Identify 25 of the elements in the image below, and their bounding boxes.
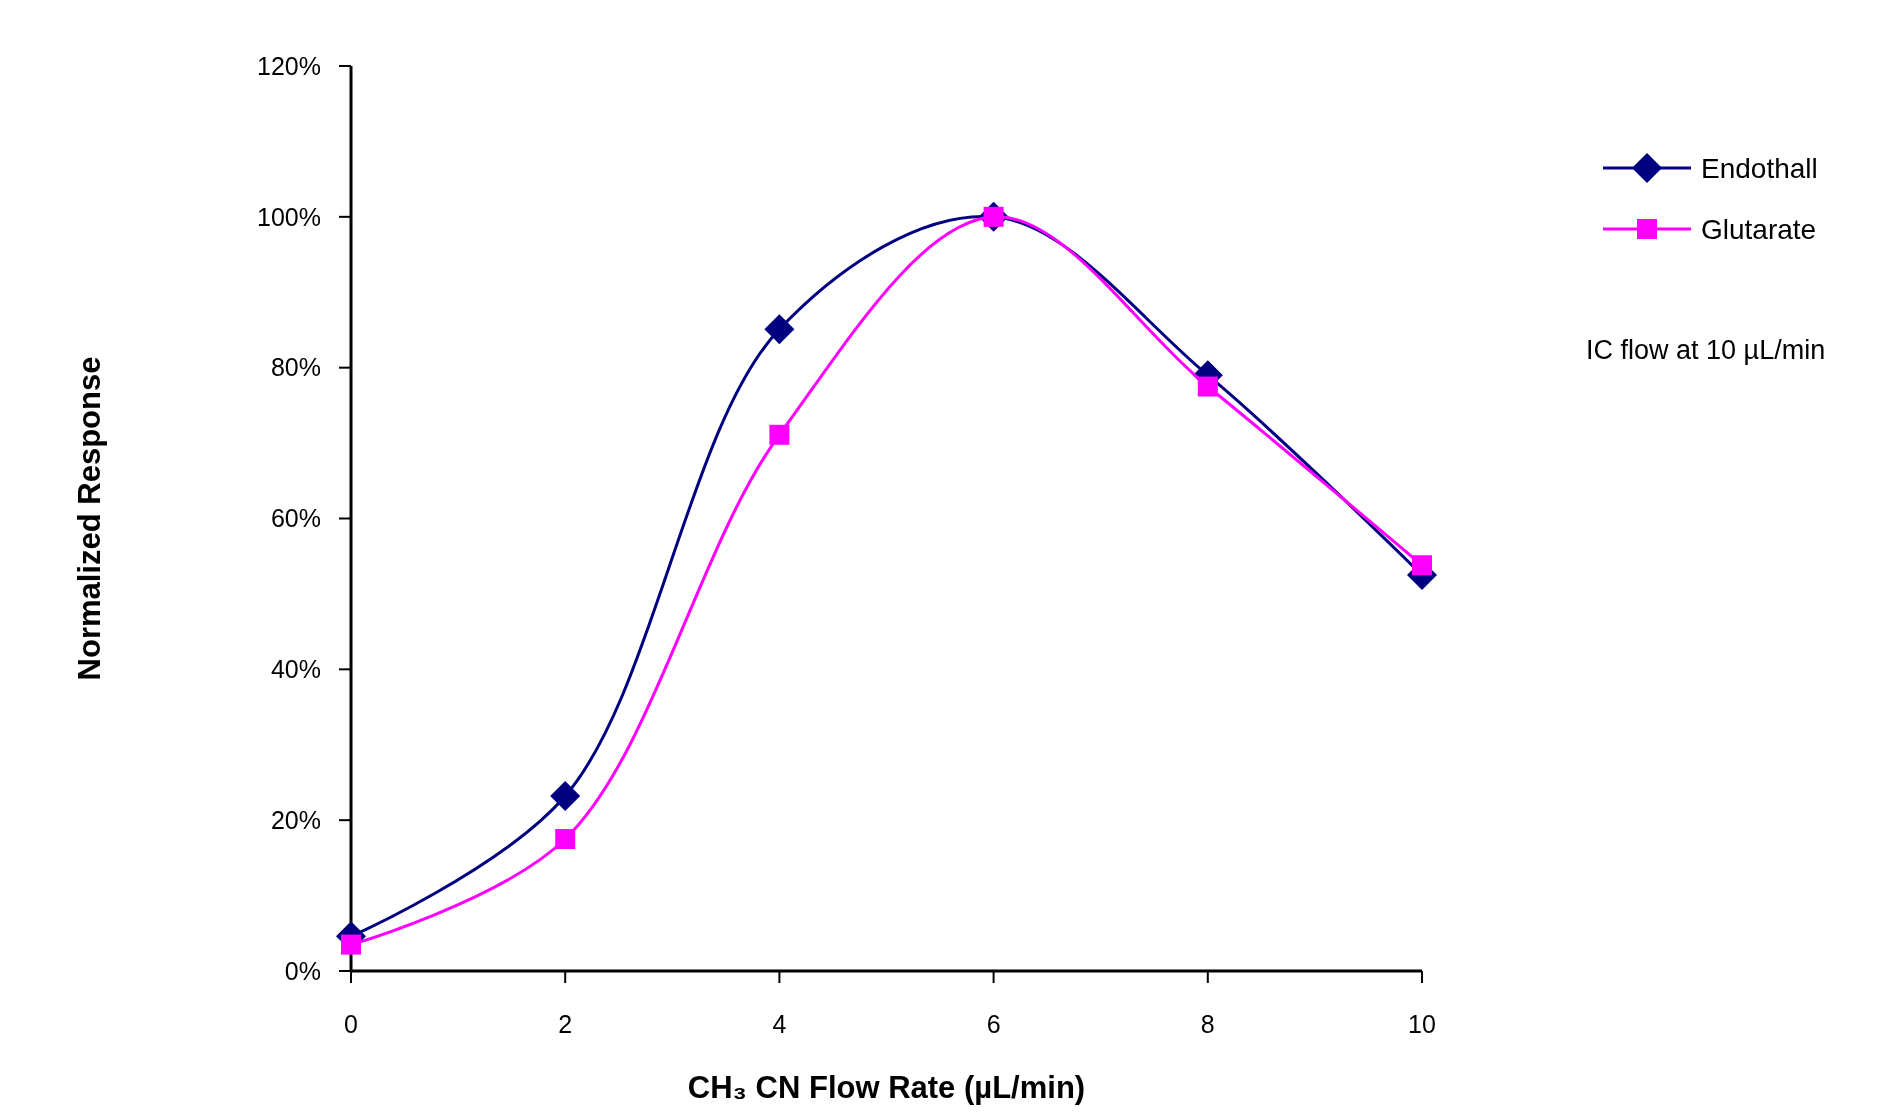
y-tick-label: 100% [257, 202, 321, 231]
point [341, 934, 361, 955]
y-tick-label: 60% [270, 504, 321, 533]
x-tick-label: 4 [772, 1010, 787, 1038]
y-tick-label: 80% [270, 353, 321, 382]
x-tick-label: 2 [558, 1010, 573, 1038]
point [555, 829, 576, 850]
x-tick-label: 0 [344, 1010, 358, 1038]
point [764, 314, 795, 345]
point [1412, 555, 1432, 576]
x-tick-label: 8 [1200, 1010, 1215, 1038]
x-tick-label: 6 [986, 1010, 1001, 1038]
point [1197, 376, 1218, 397]
y-tick-label: 0% [284, 956, 321, 985]
x-tick-label: 10 [1408, 1010, 1436, 1038]
y-axis-title: Normalized Response [72, 356, 107, 681]
point [550, 781, 581, 812]
y-tick-label: 20% [270, 805, 321, 834]
legend-label: Endothall [1701, 152, 1818, 184]
text: IC flow at 10 µL/min [1586, 335, 1826, 366]
point [769, 424, 790, 445]
y-tick-label: 120% [257, 51, 321, 80]
legend-label: Glutarate [1701, 213, 1817, 245]
y-tick-label: 40% [270, 655, 321, 684]
x-axis-title: CH₃ CN Flow Rate (µL/min) [687, 1070, 1086, 1105]
